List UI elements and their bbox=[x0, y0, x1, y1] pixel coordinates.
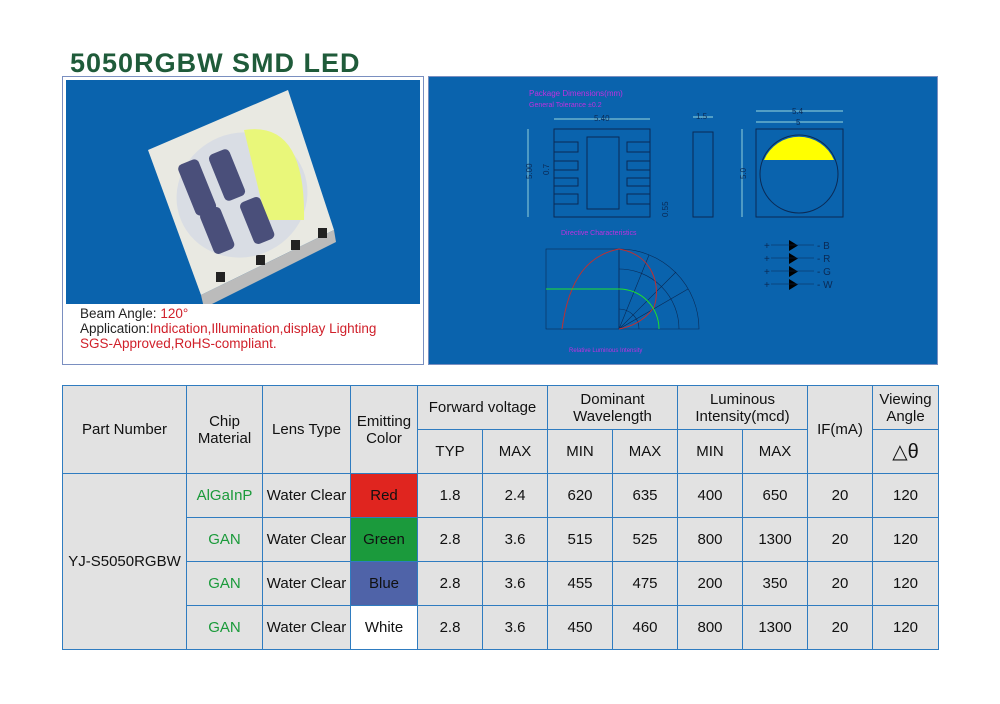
if-cell: 20 bbox=[807, 561, 873, 606]
vmax-cell: 2.4 bbox=[482, 473, 548, 518]
lens-cell: Water Clear bbox=[262, 473, 351, 518]
dim-gap: 0.55 bbox=[661, 201, 670, 217]
wmin-cell: 450 bbox=[547, 605, 613, 650]
header-wl-max: MAX bbox=[612, 429, 678, 474]
header-vf-max: MAX bbox=[482, 429, 548, 474]
vtyp-cell: 2.8 bbox=[417, 517, 483, 562]
imin-cell: 800 bbox=[677, 517, 743, 562]
vtyp-cell: 2.8 bbox=[417, 561, 483, 606]
dimension-diagram: Package Dimensions(mm) General Tolerance… bbox=[525, 89, 844, 354]
dim-height: 5.00 bbox=[525, 163, 534, 179]
imax-cell: 1300 bbox=[742, 605, 808, 650]
wmax-cell: 475 bbox=[612, 561, 678, 606]
angle-cell: 120 bbox=[872, 517, 939, 562]
imin-cell: 400 bbox=[677, 473, 743, 518]
header-chip-material: Chip Material bbox=[186, 385, 263, 474]
imax-cell: 650 bbox=[742, 473, 808, 518]
plus-label: + bbox=[764, 241, 770, 252]
chip-cell: GAN bbox=[186, 561, 263, 606]
header-dominant-wavelength: Dominant Wavelength bbox=[547, 385, 678, 430]
part-number-cell: YJ-S5050RGBW bbox=[62, 473, 187, 650]
header-iv-max: MAX bbox=[742, 429, 808, 474]
plus-label: + bbox=[764, 280, 770, 291]
wmax-cell: 460 bbox=[612, 605, 678, 650]
wmax-cell: 525 bbox=[612, 517, 678, 562]
header-iv-min: MIN bbox=[677, 429, 743, 474]
package-title: Package Dimensions(mm) bbox=[529, 89, 623, 98]
beam-angle-value: 120° bbox=[160, 306, 189, 321]
dim-top-height: 5.0 bbox=[739, 167, 748, 179]
chip-cell: GAN bbox=[186, 605, 263, 650]
lens-cell: Water Clear bbox=[262, 561, 351, 606]
header-wl-min: MIN bbox=[547, 429, 613, 474]
caption: Beam Angle: 120° Application:Indication,… bbox=[80, 306, 376, 351]
header-viewing-angle: Viewing Angle bbox=[872, 385, 939, 430]
wmin-cell: 455 bbox=[547, 561, 613, 606]
if-cell: 20 bbox=[807, 517, 873, 562]
directive-title: Directive Characteristics bbox=[561, 230, 637, 237]
dim-top-inner: 5 bbox=[796, 118, 801, 127]
table-row: YJ-S5050RGBW AlGaInP Water Clear Red 1.8 2.4 6… bbox=[62, 473, 939, 650]
header-forward-voltage: Forward voltage bbox=[417, 385, 548, 430]
plus-label: + bbox=[764, 267, 770, 278]
application-label: Application: bbox=[80, 321, 150, 336]
vmax-cell: 3.6 bbox=[482, 605, 548, 650]
dim-side: 1.5 bbox=[696, 112, 708, 121]
color-cell: Red bbox=[350, 473, 418, 518]
if-cell: 20 bbox=[807, 473, 873, 518]
directive-xlabel: Relative Luminous Intensity bbox=[569, 348, 642, 354]
table-row: GAN Water Clear Blue 2.8 3.6 455 475 200 350 20 12… bbox=[63, 561, 939, 606]
chip-cell: AlGaInP bbox=[186, 473, 263, 518]
pin-g: - G bbox=[817, 267, 831, 278]
vtyp-cell: 1.8 bbox=[417, 473, 483, 518]
angle-cell: 120 bbox=[872, 561, 939, 606]
imin-cell: 800 bbox=[677, 605, 743, 650]
header-delta-theta: △θ bbox=[872, 429, 939, 474]
header-lens-type: Lens Type bbox=[262, 385, 351, 474]
table-row: GAN Water Clear White 2.8 3.6 450 460 800 1300 20… bbox=[63, 605, 939, 650]
header-if: IF(mA) bbox=[807, 385, 873, 474]
color-cell: White bbox=[350, 605, 418, 650]
wmin-cell: 620 bbox=[547, 473, 613, 518]
vtyp-cell: 2.8 bbox=[417, 605, 483, 650]
product-image-panel: Beam Angle: 120° Application:Indication,… bbox=[62, 76, 424, 365]
pin-b: - B bbox=[817, 241, 830, 252]
pin-r: - R bbox=[817, 254, 830, 265]
angle-cell: 120 bbox=[872, 473, 939, 518]
beam-angle-label: Beam Angle: bbox=[80, 306, 161, 321]
dim-pad: 0.7 bbox=[542, 163, 551, 175]
angle-cell: 120 bbox=[872, 605, 939, 650]
imax-cell: 1300 bbox=[742, 517, 808, 562]
plus-label: + bbox=[764, 254, 770, 265]
header-vf-typ: TYP bbox=[417, 429, 483, 474]
header-part-number: Part Number bbox=[62, 385, 187, 474]
certification: SGS-Approved,RoHS-compliant. bbox=[80, 336, 277, 351]
color-cell: Green bbox=[350, 517, 418, 562]
page-title: 5050RGBW SMD LED bbox=[70, 48, 361, 78]
application-value: Indication,Illumination,display Lighting bbox=[149, 321, 377, 336]
lens-cell: Water Clear bbox=[262, 517, 351, 562]
header-emitting-color: Emitting Color bbox=[350, 385, 418, 474]
color-cell: Blue bbox=[350, 561, 418, 606]
chip-cell: GAN bbox=[186, 517, 263, 562]
pin-diagram: + - B + - R + - G + - W bbox=[764, 240, 833, 291]
dim-top-outer: 5.4 bbox=[792, 107, 804, 116]
lens-cell: Water Clear bbox=[262, 605, 351, 650]
dimension-diagram-panel: Package Dimensions(mm) General Tolerance… bbox=[428, 76, 938, 365]
vmax-cell: 3.6 bbox=[482, 517, 548, 562]
led-photo bbox=[66, 80, 420, 308]
wmin-cell: 515 bbox=[547, 517, 613, 562]
imin-cell: 200 bbox=[677, 561, 743, 606]
dim-width: 5.40 bbox=[594, 114, 610, 123]
header-luminous-intensity: Luminous Intensity(mcd) bbox=[677, 385, 808, 430]
if-cell: 20 bbox=[807, 605, 873, 650]
spec-table: Part Number Chip Material Lens Type Emit… bbox=[62, 385, 939, 650]
tolerance: General Tolerance ±0.2 bbox=[529, 102, 602, 109]
table-row: GAN Water Clear Green 2.8 3.6 515 525 800 1300 20… bbox=[63, 517, 939, 562]
led-illustration bbox=[148, 90, 336, 308]
wmax-cell: 635 bbox=[612, 473, 678, 518]
vmax-cell: 3.6 bbox=[482, 561, 548, 606]
pin-w: - W bbox=[817, 280, 833, 291]
imax-cell: 350 bbox=[742, 561, 808, 606]
